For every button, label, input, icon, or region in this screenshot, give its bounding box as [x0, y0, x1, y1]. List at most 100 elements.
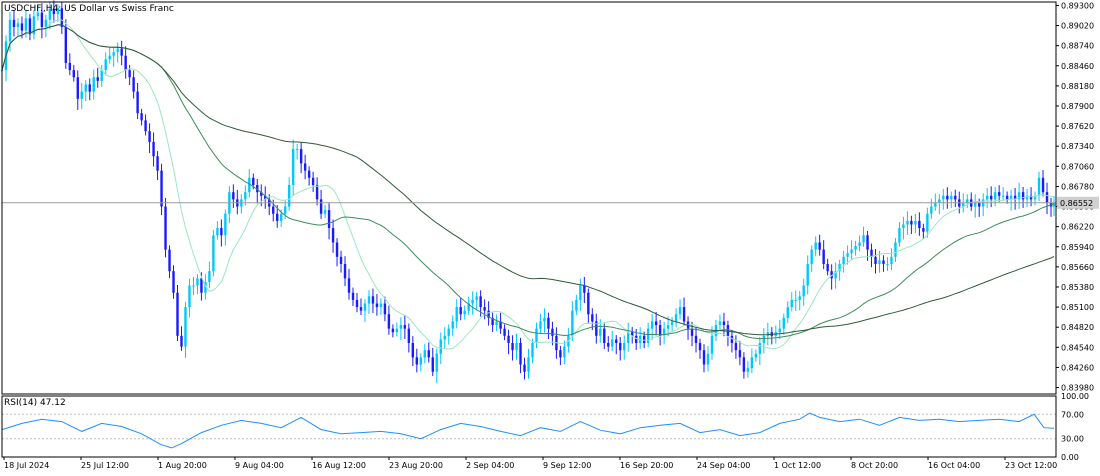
candle-body [108, 55, 111, 60]
candle-body [802, 285, 805, 297]
candle-body [164, 206, 167, 250]
candle-body [283, 206, 287, 214]
candle-body [216, 228, 219, 236]
candle-body [890, 256, 893, 264]
candle-body [862, 235, 865, 243]
candle-body [280, 213, 283, 221]
candle-body [886, 264, 889, 265]
candle-body [32, 16, 36, 35]
candle-body [902, 224, 905, 229]
rsi-ytick-label: 100.00 [1061, 392, 1089, 401]
price-ytick-label: 0.87060 [1061, 162, 1094, 171]
candle-body [415, 357, 419, 365]
candle-body [978, 202, 981, 207]
price-ytick-label: 0.89300 [1061, 1, 1094, 10]
candle-body [690, 328, 694, 336]
candle-body [160, 170, 163, 207]
candle-body [291, 149, 295, 185]
candle-body [670, 321, 674, 326]
candle-body [347, 278, 351, 293]
candle-body [403, 325, 407, 329]
candle-body [1041, 177, 1045, 193]
candle-body [120, 48, 123, 56]
candle-body [623, 343, 626, 351]
candle-body [264, 195, 267, 200]
xtick-label: 9 Aug 04:00 [235, 461, 284, 470]
candle-body [930, 206, 933, 214]
candle-body [942, 195, 945, 200]
price-ytick-label: 0.84260 [1061, 363, 1094, 372]
price-ytick-label: 0.84820 [1061, 323, 1094, 332]
candle-body [80, 91, 83, 99]
candle-body [587, 292, 590, 315]
candle-body [985, 195, 989, 200]
candle-body [535, 328, 538, 344]
candle-body [571, 310, 574, 336]
candle-body [391, 328, 395, 333]
candle-body [100, 70, 103, 81]
candle-body [730, 335, 734, 344]
candle-body [615, 339, 618, 344]
candle-body [168, 249, 171, 272]
rsi-label: RSI(14) 47.12 [4, 398, 66, 408]
candle-body [387, 314, 391, 329]
candle-body [116, 48, 119, 53]
candle-body [822, 249, 825, 264]
candle-body [303, 163, 307, 171]
candle-body [1033, 195, 1037, 200]
candle-body [327, 210, 331, 229]
candle-body [204, 281, 207, 293]
candle-body [1045, 192, 1049, 203]
candle-body [682, 307, 686, 322]
candle-body [315, 184, 319, 200]
rsi-ytick-label: 70.00 [1061, 410, 1084, 419]
candle-body [798, 296, 801, 300]
price-ytick-label: 0.87620 [1061, 122, 1094, 131]
candle-body [974, 202, 977, 207]
candle-body [778, 328, 781, 333]
candle-body [96, 77, 99, 81]
candle-body [634, 335, 638, 344]
candle-body [331, 228, 335, 243]
candle-body [451, 321, 454, 329]
candle-body [754, 353, 758, 358]
candle-body [351, 292, 355, 300]
candle-body [834, 271, 837, 279]
candle-body [363, 303, 367, 311]
xtick-label: 23 Aug 20:00 [389, 461, 443, 470]
candle-body [287, 184, 291, 207]
candle-body [311, 177, 315, 185]
candle-body [371, 296, 375, 304]
candle-body [248, 177, 251, 193]
candle-body [439, 339, 442, 354]
candle-body [423, 350, 426, 358]
candle-body [838, 264, 841, 272]
candle-body [551, 328, 554, 336]
price-ytick-label: 0.89020 [1061, 22, 1094, 31]
candle-body [858, 242, 861, 247]
candle-body [491, 317, 494, 326]
candle-body [993, 192, 997, 200]
candle-body [579, 285, 582, 300]
candle-body [176, 292, 179, 336]
candle-body [407, 328, 411, 344]
candle-body [631, 332, 634, 336]
candle-body [922, 228, 925, 232]
candle-body [112, 52, 115, 56]
candle-body [499, 321, 502, 329]
candle-body [447, 328, 450, 336]
price-panel [0, 0, 1056, 383]
candle-body [52, 9, 56, 15]
xtick-label: 24 Sep 04:00 [697, 461, 750, 470]
price-ytick-label: 0.87340 [1061, 142, 1094, 151]
candle-body [938, 199, 941, 203]
candle-body [295, 149, 299, 151]
candle-body [511, 343, 514, 351]
candle-body [806, 264, 809, 286]
candle-body [272, 206, 275, 214]
candle-body [355, 299, 359, 308]
price-ytick-label: 0.86780 [1061, 182, 1094, 191]
